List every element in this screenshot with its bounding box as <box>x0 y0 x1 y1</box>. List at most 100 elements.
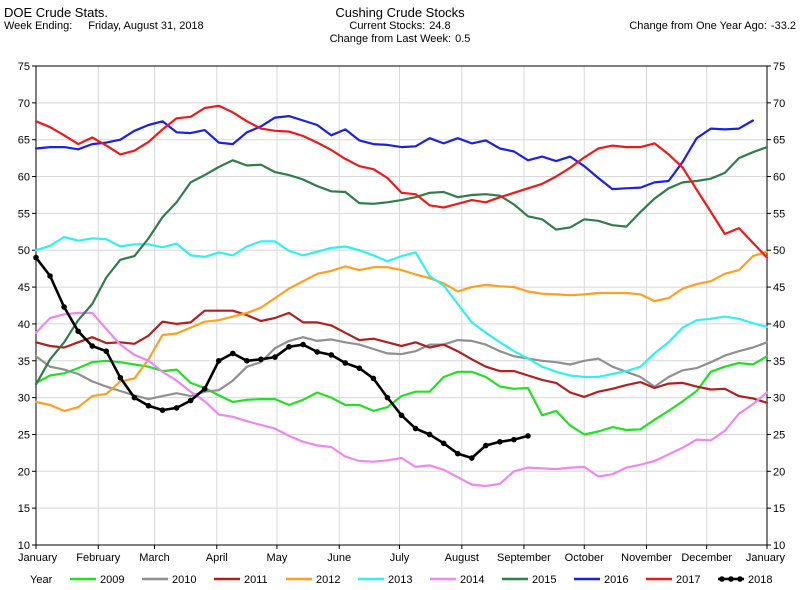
legend-marker-2018 <box>728 576 734 582</box>
change-week-row: Change from Last Week: 0.5 <box>260 33 540 46</box>
series-line-2013 <box>34 235 769 379</box>
data-point-2018 <box>117 374 124 381</box>
month-tick-label: April <box>206 552 228 564</box>
y-tick-label-left: 15 <box>18 503 30 515</box>
app-title: DOE Crude Stats. <box>4 5 109 20</box>
data-point-2018 <box>342 360 349 366</box>
data-point-2018 <box>483 442 489 449</box>
data-point-2018 <box>468 455 475 461</box>
y-tick-label-right: 40 <box>773 319 785 331</box>
data-point-2018 <box>497 439 503 445</box>
data-point-2018 <box>370 375 377 382</box>
y-tick-label-left: 35 <box>18 356 30 368</box>
plot-area <box>36 66 767 545</box>
data-point-2018 <box>215 357 222 364</box>
y-tick-label-left: 20 <box>18 466 30 478</box>
y-tick-label-left: 60 <box>18 172 30 184</box>
series-line-2012 <box>34 250 769 412</box>
legend-title: Year <box>30 574 53 586</box>
y-tick-label-left: 65 <box>18 135 30 147</box>
change-year-row: Change from One Year Ago: -33.2 <box>629 20 796 33</box>
legend-label-2016: 2016 <box>604 574 628 586</box>
month-tick-label: March <box>139 552 170 564</box>
change-week-value: 0.5 <box>455 33 471 45</box>
data-point-2018 <box>286 343 292 350</box>
current-stocks-label: Current Stocks: <box>349 20 426 32</box>
data-point-2018 <box>258 356 264 363</box>
y-tick-label-right: 45 <box>773 282 785 294</box>
legend-label-2010: 2010 <box>172 574 196 586</box>
current-stocks-value: 24.8 <box>429 20 451 32</box>
legend-label-2014: 2014 <box>460 574 484 586</box>
month-tick-label: July <box>390 552 410 564</box>
data-point-2018 <box>230 350 236 357</box>
y-tick-label-right: 55 <box>773 208 785 220</box>
change-year-label: Change from One Year Ago: <box>629 20 767 32</box>
y-tick-label-left: 75 <box>18 61 30 73</box>
legend-marker-2018 <box>737 576 743 582</box>
data-point-2018 <box>300 341 306 348</box>
data-point-2018 <box>426 431 433 438</box>
data-point-2018 <box>131 394 138 401</box>
month-tick-label: October <box>565 552 604 564</box>
data-point-2018 <box>89 343 96 349</box>
data-point-2018 <box>103 348 110 354</box>
y-tick-label-left: 70 <box>18 98 30 110</box>
data-point-2018 <box>187 397 194 404</box>
data-point-2018 <box>328 352 335 358</box>
change-week-label: Change from Last Week: <box>329 33 452 45</box>
chart-title: Cushing Crude Stocks <box>335 5 465 20</box>
week-ending-value: Friday, August 31, 2018 <box>88 20 204 32</box>
month-tick-label: November <box>621 552 672 564</box>
current-stocks-row: Current Stocks: 24.8 <box>260 20 540 33</box>
month-tick-label: May <box>267 552 288 564</box>
header-left: DOE Crude Stats. Week Ending: Friday, Aug… <box>4 5 204 33</box>
data-point-2018 <box>173 405 180 411</box>
legend-label-2013: 2013 <box>388 574 412 586</box>
data-point-2018 <box>75 328 81 335</box>
data-point-2018 <box>61 304 67 310</box>
y-tick-label-left: 45 <box>18 282 30 294</box>
y-tick-label-left: 10 <box>18 540 30 552</box>
data-point-2018 <box>159 407 166 413</box>
month-tick-label: August <box>445 552 479 564</box>
y-tick-label-right: 35 <box>773 356 785 368</box>
month-tick-label: September <box>497 552 551 564</box>
data-point-2018 <box>47 273 53 279</box>
legend-label-2011: 2011 <box>244 574 268 586</box>
series-line-2016 <box>34 114 755 191</box>
data-point-2018 <box>440 440 447 447</box>
y-tick-label-left: 55 <box>18 208 30 220</box>
y-tick-label-right: 25 <box>773 429 785 441</box>
data-point-2018 <box>244 357 250 364</box>
plot-border <box>35 65 768 546</box>
change-year-value: -33.2 <box>770 20 796 32</box>
data-point-2018 <box>511 436 517 443</box>
legend-label-2018: 2018 <box>748 574 772 586</box>
legend-label-2009: 2009 <box>100 574 124 586</box>
data-point-2018 <box>356 365 363 371</box>
legend-marker-2018 <box>719 576 725 582</box>
series-line-2018 <box>34 256 530 460</box>
series-line-2014 <box>34 311 769 488</box>
week-ending-label: Week Ending: <box>4 20 73 32</box>
data-point-2018 <box>33 254 39 261</box>
series-line-2017 <box>34 104 769 259</box>
y-tick-label-right: 75 <box>773 61 785 73</box>
week-ending-row: Week Ending: Friday, August 31, 2018 <box>4 20 204 33</box>
data-point-2018 <box>145 402 152 409</box>
data-point-2018 <box>384 394 391 401</box>
data-point-2018 <box>525 433 531 439</box>
month-tick-label: December <box>681 552 732 564</box>
legend-label-2012: 2012 <box>316 574 340 586</box>
data-point-2018 <box>314 349 320 355</box>
month-tick-label: June <box>327 552 351 564</box>
y-tick-label-left: 40 <box>18 319 30 331</box>
month-tick-label: January <box>18 552 58 564</box>
data-point-2018 <box>398 412 405 419</box>
y-tick-label-left: 30 <box>18 393 30 405</box>
y-tick-label-right: 65 <box>773 135 785 147</box>
y-tick-label-right: 15 <box>773 503 785 515</box>
y-tick-label-left: 25 <box>18 429 30 441</box>
